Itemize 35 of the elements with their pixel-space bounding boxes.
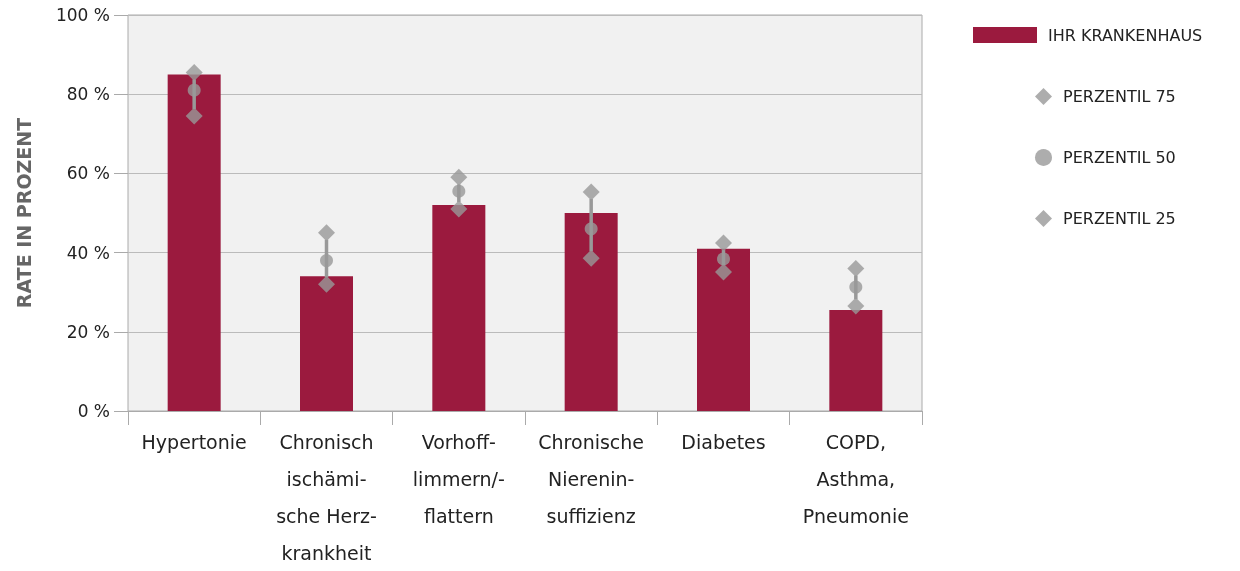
bar [167, 74, 221, 411]
x-tick-label: COPD, Asthma, Pneumonie [802, 430, 909, 527]
y-tick-label: 100 % [55, 5, 110, 25]
y-tick-label: 20 % [66, 321, 110, 342]
point [715, 263, 732, 281]
x-tick-label: Vorhoff- limmern/- flattern [412, 430, 505, 527]
point [185, 107, 203, 125]
legend-label: PERZENTIL 75 [1063, 87, 1176, 106]
y-tick-label: 0 % [77, 401, 110, 421]
point [450, 200, 468, 218]
point [185, 63, 203, 81]
y-tick-label: 80 % [66, 84, 110, 105]
bar [432, 205, 486, 411]
point [582, 249, 600, 267]
x-tick-label: Diabetes [681, 430, 766, 453]
point [847, 297, 865, 315]
point [582, 183, 600, 201]
point [715, 234, 732, 252]
legend-label: PERZENTIL 50 [1063, 148, 1176, 167]
x-tick-label: Chronische Nierenin- suffizienz [538, 430, 645, 527]
bar [564, 213, 618, 411]
y-axis-title: RATE IN PROZENT [12, 117, 35, 309]
y-tick-label: 60 % [66, 163, 110, 184]
point [847, 259, 865, 277]
point [318, 275, 335, 293]
bar [300, 276, 353, 411]
bar [697, 248, 750, 411]
legend-label: IHR KRANKENHAUS [1048, 25, 1203, 45]
point [450, 168, 468, 186]
legend-label: PERZENTIL 25 [1063, 209, 1176, 228]
point [318, 224, 335, 242]
x-tick-label: Chronisch ischämi- sche Herz- krankheit [276, 430, 377, 564]
x-tick-label: Hypertonie [141, 430, 247, 453]
bar [829, 310, 883, 411]
y-tick-label: 40 % [66, 242, 110, 263]
